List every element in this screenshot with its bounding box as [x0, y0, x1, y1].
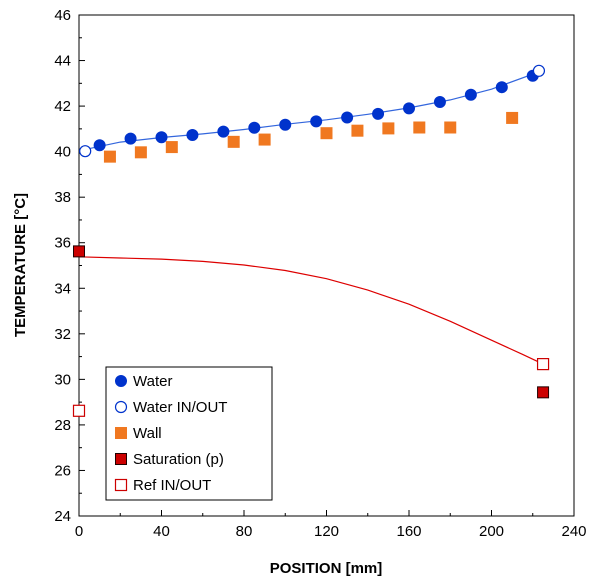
x-axis-title: POSITION [mm]: [270, 560, 383, 577]
x-tick-label: 240: [561, 523, 586, 540]
point-filled-square: [506, 111, 519, 124]
point-open-circle: [532, 64, 546, 77]
x-tick-label: 80: [236, 523, 253, 540]
point-filled-square: [444, 121, 457, 134]
point-filled-circle: [310, 115, 323, 128]
point-filled-square: [103, 150, 116, 163]
y-tick-label: 28: [54, 417, 71, 434]
y-tick-label: 44: [54, 53, 71, 70]
legend-box: [105, 366, 273, 501]
legend-label: Ref IN/OUT: [133, 477, 211, 494]
y-tick-label: 34: [54, 280, 71, 297]
x-tick-label: 160: [396, 523, 421, 540]
legend-marker: [114, 400, 128, 414]
point-filled-circle: [495, 81, 508, 94]
legend-label: Wall: [133, 425, 162, 442]
x-tick-label: 120: [314, 523, 339, 540]
legend-marker: [115, 453, 127, 465]
legend-label: Water IN/OUT: [133, 399, 227, 416]
point-filled-square: [537, 386, 550, 399]
point-filled-square: [351, 124, 364, 137]
data-points: [72, 64, 550, 417]
point-filled-square: [73, 245, 85, 258]
point-filled-circle: [372, 107, 385, 120]
fit-line-1: [85, 71, 540, 150]
point-filled-circle: [341, 111, 354, 124]
point-filled-square: [165, 141, 178, 154]
fit-line-2: [78, 256, 544, 365]
point-filled-circle: [155, 131, 168, 144]
legend-label: Saturation (p): [133, 451, 224, 468]
y-tick-label: 40: [54, 144, 71, 161]
legend-marker: [115, 427, 127, 439]
x-tick-label: 0: [75, 523, 83, 540]
point-filled-circle: [186, 129, 199, 142]
x-tick-label: 200: [479, 523, 504, 540]
point-filled-circle: [248, 121, 261, 134]
y-tick-label: 36: [54, 235, 71, 252]
point-filled-square: [413, 121, 426, 134]
y-tick-label: 30: [54, 371, 71, 388]
point-filled-circle: [217, 125, 230, 138]
y-tick-label: 38: [54, 189, 71, 206]
point-filled-circle: [93, 139, 106, 152]
y-tick-label: 46: [54, 7, 71, 24]
point-filled-circle: [279, 118, 292, 131]
point-filled-circle: [403, 102, 415, 115]
axis-ticks: [78, 14, 575, 517]
point-filled-square: [227, 135, 240, 148]
point-filled-circle: [464, 88, 477, 101]
y-tick-label: 26: [54, 462, 71, 479]
point-filled-circle: [124, 132, 137, 145]
y-axis-title: TEMPERATURE [°C]: [12, 193, 29, 337]
point-filled-square: [258, 133, 271, 146]
point-filled-square: [320, 127, 333, 140]
y-tick-label: 24: [54, 508, 71, 525]
tick-labels: 0 40 80 120 160 200 240 24 26 28 30 32 34 36 38 40 42 44 4…: [54, 7, 586, 540]
point-open-square: [72, 404, 86, 417]
y-tick-label: 32: [54, 326, 71, 343]
point-filled-circle: [433, 95, 446, 108]
legend-marker: [114, 478, 128, 492]
point-open-square: [536, 358, 550, 371]
legend-marker: [115, 375, 127, 387]
legend: Water Water IN/OUT Wall Saturation (p) Ref I…: [105, 366, 273, 501]
point-filled-square: [382, 122, 395, 135]
y-tick-label: 42: [54, 98, 71, 115]
fit-lines: [78, 71, 544, 365]
point-open-circle: [79, 145, 92, 158]
legend-label: Water: [133, 373, 172, 390]
point-filled-square: [134, 146, 147, 159]
x-tick-label: 40: [153, 523, 170, 540]
